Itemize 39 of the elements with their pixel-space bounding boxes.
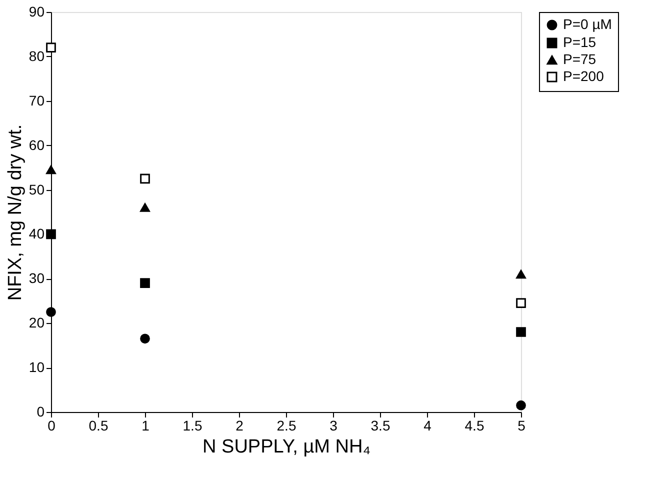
y-tick-label: 70 bbox=[28, 92, 45, 108]
point bbox=[46, 165, 56, 174]
x-tick-label: 1 bbox=[142, 418, 150, 434]
point bbox=[516, 270, 526, 279]
x-tick-label: 0 bbox=[48, 418, 56, 434]
legend-label: P=15 bbox=[563, 34, 596, 50]
point bbox=[140, 278, 150, 288]
point bbox=[516, 298, 526, 308]
y-tick-label: 30 bbox=[28, 270, 45, 286]
y-tick-label: 40 bbox=[28, 226, 45, 242]
y-tick-label: 0 bbox=[36, 404, 45, 420]
point bbox=[140, 334, 150, 344]
y-tick-label: 90 bbox=[28, 4, 45, 20]
x-tick-label: 2 bbox=[236, 418, 244, 434]
x-axis-title: N SUPPLY, µM NH₄ bbox=[202, 436, 371, 458]
point bbox=[46, 42, 56, 52]
y-tick-label: 80 bbox=[28, 48, 45, 64]
point bbox=[46, 307, 56, 317]
legend-label: P=75 bbox=[563, 51, 596, 67]
y-tick-label: 50 bbox=[28, 181, 45, 198]
x-tick-label: 0.5 bbox=[88, 418, 108, 434]
point bbox=[516, 400, 526, 410]
legend-label: P=0 µM bbox=[563, 16, 612, 32]
y-tick-label: 10 bbox=[28, 359, 45, 376]
y-axis-title: NFIX, mg N/g dry wt. bbox=[4, 124, 26, 301]
x-tick-label: 1.5 bbox=[182, 418, 202, 434]
x-tick-label: 4 bbox=[424, 418, 432, 434]
legend-label: P=200 bbox=[563, 68, 604, 84]
x-tick-label: 2.5 bbox=[276, 418, 296, 434]
x-tick-label: 3 bbox=[330, 418, 338, 434]
point bbox=[140, 174, 150, 184]
x-tick-label: 5 bbox=[518, 418, 526, 434]
point bbox=[516, 327, 526, 337]
point bbox=[46, 229, 56, 240]
y-tick-label: 20 bbox=[28, 314, 45, 331]
x-tick-label: 3.5 bbox=[370, 418, 390, 434]
y-tick-label: 60 bbox=[28, 136, 45, 153]
x-tick-label: 4.5 bbox=[464, 418, 484, 434]
point bbox=[140, 203, 150, 212]
